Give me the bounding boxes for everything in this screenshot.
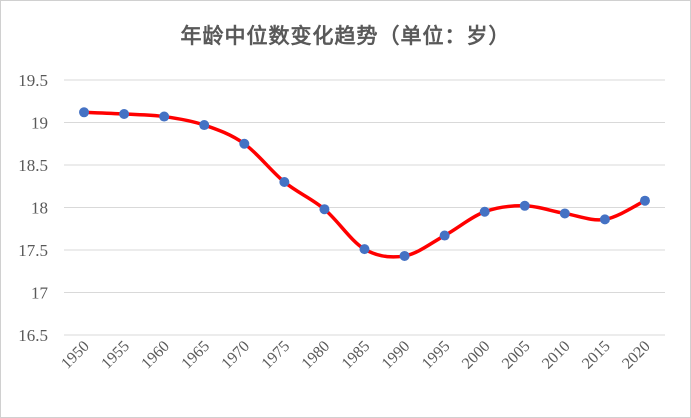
- x-tick-label: 1970: [218, 338, 253, 373]
- data-point: [239, 138, 250, 149]
- gridlines: [64, 79, 665, 336]
- data-point: [319, 204, 330, 215]
- x-tick-label: 2010: [539, 338, 574, 373]
- data-point: [599, 214, 610, 225]
- x-axis-ticks: 1950 1955 1960 1965 1970 1975 1980 1985 1990 1995…: [58, 338, 654, 373]
- data-point: [479, 206, 490, 217]
- data-point: [159, 111, 170, 122]
- data-point: [359, 244, 370, 255]
- data-point: [119, 109, 130, 119]
- x-tick-label: 1980: [299, 338, 334, 373]
- data-point: [519, 200, 530, 211]
- data-points: [79, 107, 650, 261]
- y-tick-label: 18.5: [18, 156, 48, 175]
- x-tick-label: 1955: [98, 338, 133, 373]
- y-tick-label: 18: [31, 199, 48, 218]
- y-tick-label: 17: [31, 284, 49, 303]
- y-tick-label: 19.5: [18, 71, 48, 90]
- data-point: [399, 250, 410, 261]
- y-tick-label: 16.5: [18, 326, 48, 345]
- x-tick-label: 1990: [379, 338, 414, 373]
- data-point: [439, 230, 450, 241]
- x-tick-label: 1995: [419, 338, 454, 373]
- x-tick-label: 1950: [58, 338, 93, 373]
- y-tick-label: 19: [31, 114, 48, 133]
- x-tick-label: 1985: [339, 338, 374, 373]
- data-point: [559, 208, 570, 219]
- data-point: [199, 120, 210, 131]
- x-tick-label: 1960: [138, 338, 173, 373]
- y-tick-label: 17.5: [18, 241, 48, 260]
- x-tick-label: 1965: [178, 338, 213, 373]
- x-tick-label: 1975: [259, 338, 294, 373]
- data-point: [639, 195, 650, 206]
- x-tick-label: 2015: [579, 338, 614, 373]
- series-line: [83, 110, 646, 259]
- x-tick-label: 2005: [499, 338, 534, 373]
- y-axis-ticks: 16.5 17 17.5 18 18.5 19 19.5: [18, 71, 48, 345]
- x-tick-label: 2020: [619, 338, 654, 373]
- x-tick-label: 2000: [459, 338, 494, 373]
- data-point: [79, 107, 90, 118]
- chart-title: 年龄中位数变化趋势（单位：岁）: [180, 24, 511, 48]
- data-point: [279, 177, 290, 187]
